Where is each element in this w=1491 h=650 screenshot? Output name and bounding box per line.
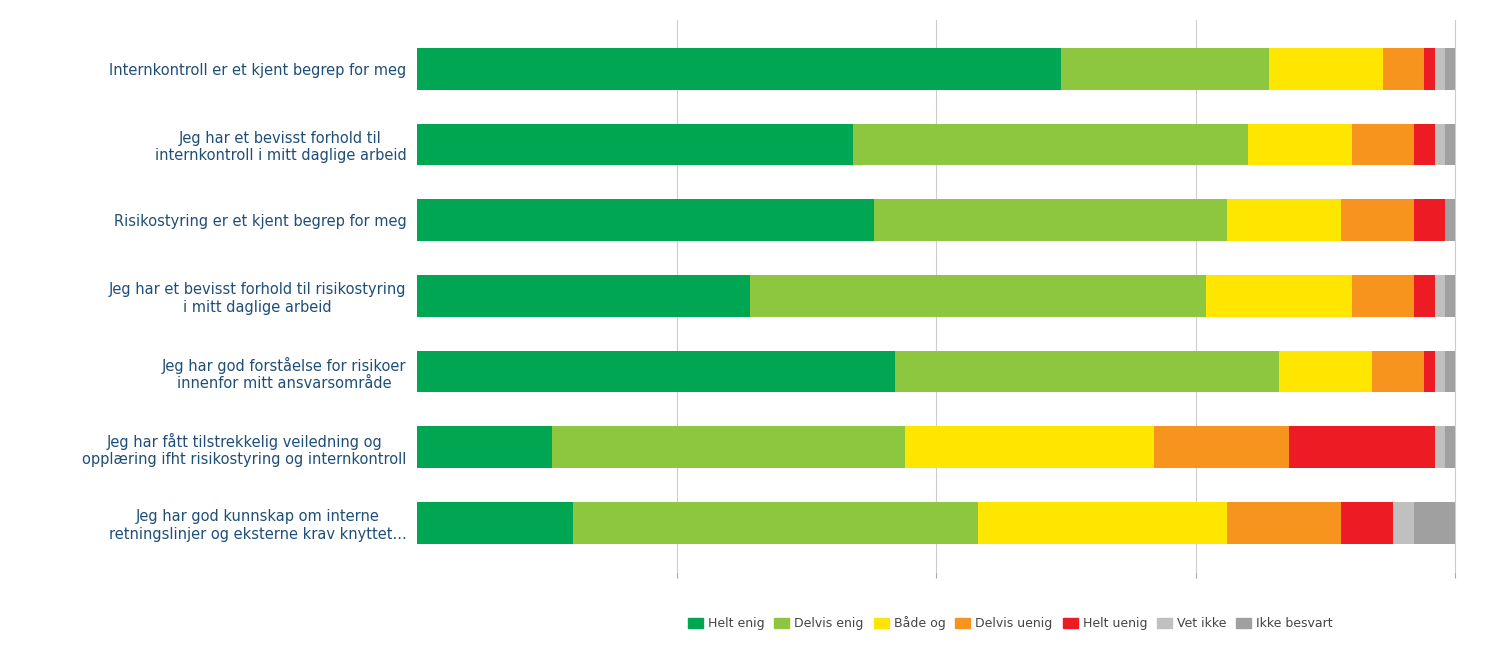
Bar <box>1434 275 1445 317</box>
Bar <box>417 350 895 392</box>
Bar <box>1248 124 1351 165</box>
Bar <box>417 426 552 468</box>
Bar <box>1424 350 1434 392</box>
Bar <box>1413 275 1434 317</box>
Bar <box>1434 48 1445 90</box>
Bar <box>1351 275 1413 317</box>
Bar <box>417 275 750 317</box>
Bar <box>1445 48 1455 90</box>
Bar <box>1413 124 1434 165</box>
Bar <box>1372 350 1424 392</box>
Bar <box>1279 350 1372 392</box>
Bar <box>1342 502 1393 543</box>
Bar <box>1290 426 1434 468</box>
Bar <box>1227 200 1342 241</box>
Bar <box>895 350 1279 392</box>
Bar <box>1154 426 1290 468</box>
Bar <box>1445 426 1455 468</box>
Bar <box>874 200 1227 241</box>
Bar <box>978 502 1227 543</box>
Bar <box>1445 200 1455 241</box>
Bar <box>1445 124 1455 165</box>
Bar <box>417 502 573 543</box>
Bar <box>1342 200 1413 241</box>
Bar <box>1445 275 1455 317</box>
Bar <box>1424 48 1434 90</box>
Bar <box>1445 350 1455 392</box>
Bar <box>1382 48 1424 90</box>
Legend: Helt enig, Delvis enig, Både og, Delvis uenig, Helt uenig, Vet ikke, Ikke besvar: Helt enig, Delvis enig, Både og, Delvis … <box>683 612 1337 635</box>
Bar <box>1434 426 1445 468</box>
Bar <box>573 502 978 543</box>
Bar <box>1351 124 1413 165</box>
Bar <box>552 426 905 468</box>
Bar <box>1269 48 1382 90</box>
Bar <box>417 48 1062 90</box>
Bar <box>417 124 853 165</box>
Bar <box>1413 502 1455 543</box>
Bar <box>853 124 1248 165</box>
Bar <box>905 426 1154 468</box>
Bar <box>1413 200 1445 241</box>
Bar <box>1434 350 1445 392</box>
Bar <box>1393 502 1413 543</box>
Bar <box>750 275 1206 317</box>
Bar <box>1434 124 1445 165</box>
Bar <box>1206 275 1351 317</box>
Bar <box>417 200 874 241</box>
Bar <box>1062 48 1269 90</box>
Bar <box>1227 502 1342 543</box>
